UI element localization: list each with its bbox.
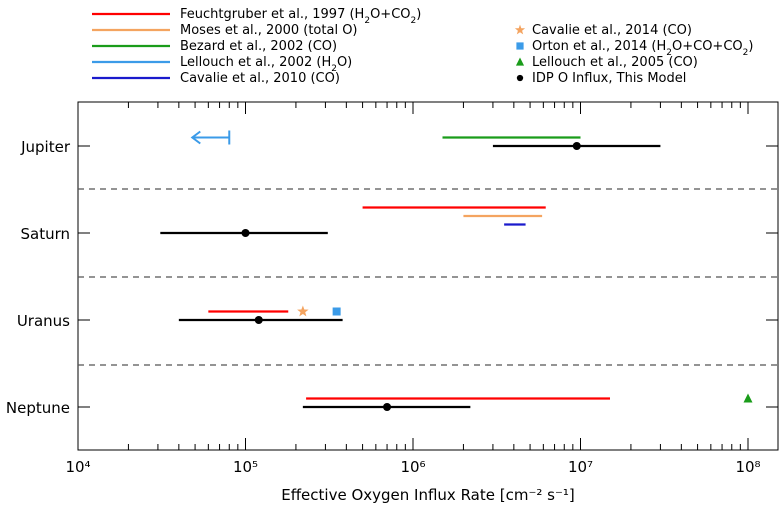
point-star-uranus [297, 305, 309, 317]
legend-label: Orton et al., 2014 (H2O+CO+CO2) [532, 39, 753, 58]
y-tick-label-uranus: Uranus [17, 312, 70, 330]
y-tick-label-neptune: Neptune [6, 399, 70, 417]
legend-item: Moses et al., 2000 (total O) [92, 23, 358, 38]
x-axis: 10⁴ 10⁵ 10⁶ 10⁷ 10⁸ [65, 102, 761, 476]
legend-label: Cavalie et al., 2010 (CO) [180, 71, 340, 86]
legend-label: Cavalie et al., 2014 (CO) [532, 23, 692, 38]
data-marks [160, 130, 753, 411]
legend-item: Feuchtgruber et al., 1997 (H2O+CO2) [92, 7, 421, 26]
x-tick-label: 10⁶ [400, 458, 425, 476]
legend-item: Orton et al., 2014 (H2O+CO+CO2) [516, 39, 753, 58]
legend: Feuchtgruber et al., 1997 (H2O+CO2)Moses… [92, 7, 753, 86]
model-dot-saturn [241, 229, 250, 237]
model-dot-uranus [254, 316, 263, 324]
legend-label: Moses et al., 2000 (total O) [180, 23, 358, 38]
legend-label: Lellouch et al., 2002 (H2O) [180, 55, 352, 74]
model-dot-neptune [383, 403, 392, 411]
legend-item: Bezard et al., 2002 (CO) [92, 39, 337, 54]
legend-item: IDP O Influx, This Model [516, 71, 686, 86]
legend-swatch-dot [516, 74, 524, 82]
legend-item: Cavalie et al., 2014 (CO) [514, 23, 692, 38]
legend-item: Cavalie et al., 2010 (CO) [92, 71, 340, 86]
legend-item: Lellouch et al., 2002 (H2O) [92, 55, 352, 74]
legend-swatch-square [516, 42, 524, 50]
point-square-uranus [332, 307, 341, 316]
model-dot-jupiter [572, 142, 581, 150]
legend-swatch-triangle [515, 57, 525, 66]
legend-label: Lellouch et al., 2005 (CO) [532, 55, 698, 70]
x-tick-label: 10⁷ [568, 458, 593, 476]
y-axis: Jupiter Saturn Uranus Neptune [6, 138, 778, 417]
legend-swatch-star [514, 24, 526, 35]
legend-label: Feuchtgruber et al., 1997 (H2O+CO2) [180, 7, 421, 26]
point-triangle-neptune [743, 393, 753, 403]
upper-limit-arrowhead [190, 130, 201, 145]
legend-label: Bezard et al., 2002 (CO) [180, 39, 337, 54]
x-tick-label: 10⁵ [233, 458, 258, 476]
upper-limit-jupiter [190, 130, 231, 145]
legend-label: IDP O Influx, This Model [532, 71, 686, 86]
y-tick-label-jupiter: Jupiter [20, 138, 71, 156]
y-tick-label-saturn: Saturn [20, 225, 70, 243]
legend-item: Lellouch et al., 2005 (CO) [515, 55, 698, 70]
x-tick-label: 10⁸ [735, 458, 760, 476]
plot-frame [77, 101, 779, 451]
x-tick-label: 10⁴ [65, 458, 90, 476]
category-separators [78, 188, 778, 366]
x-axis-label: Effective Oxygen Influx Rate [cm⁻² s⁻¹] [281, 486, 575, 504]
